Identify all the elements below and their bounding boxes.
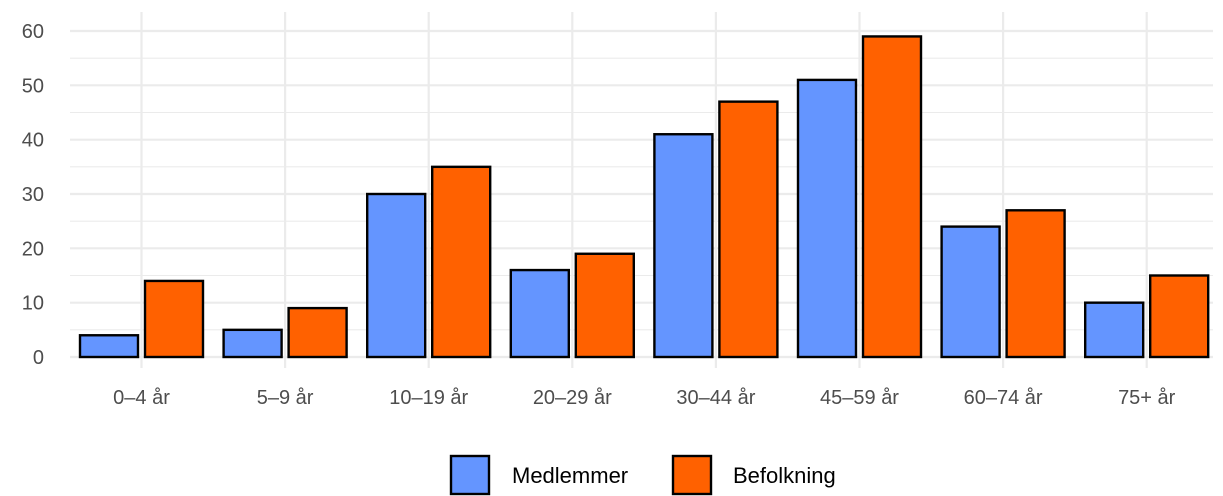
x-axis: 0–4 år 5–9 år 10–19 år 20–29 år 30–44 år 45–5… — [113, 387, 1176, 409]
x-tick-label: 45–59 år — [820, 387, 899, 409]
legend-key — [671, 454, 713, 496]
y-tick-label: 10 — [22, 293, 44, 315]
x-tick-label: 20–29 år — [533, 387, 612, 409]
y-tick-label: 0 — [33, 347, 44, 369]
legend-key — [449, 454, 491, 496]
bar-befolkning — [287, 306, 348, 359]
bar-befolkning — [1148, 274, 1210, 359]
bars — [78, 35, 1210, 359]
y-tick-label: 30 — [22, 184, 44, 206]
bar-medlemmer — [366, 192, 427, 359]
bar-medlemmer — [1083, 301, 1145, 359]
bar-befolkning — [861, 35, 923, 359]
bar-befolkning — [718, 100, 779, 359]
bar-befolkning — [143, 279, 205, 359]
x-tick-label: 0–4 år — [113, 387, 170, 409]
y-axis: 0 10 20 30 40 50 60 — [22, 21, 44, 369]
bar-medlemmer — [940, 225, 1001, 359]
x-tick-label: 5–9 år — [257, 387, 314, 409]
x-tick-label: 10–19 år — [389, 387, 468, 409]
bar-befolkning — [431, 165, 492, 359]
x-tick-label: 60–74 år — [964, 387, 1043, 409]
bar-medlemmer — [653, 133, 714, 359]
bar-befolkning — [1005, 209, 1066, 359]
y-tick-label: 40 — [22, 130, 44, 152]
x-tick-label: 75+ år — [1118, 387, 1176, 409]
y-tick-label: 20 — [22, 238, 44, 260]
bar-medlemmer — [222, 328, 283, 359]
legend-label: Medlemmer — [512, 463, 628, 488]
legend-label: Befolkning — [733, 463, 836, 488]
y-tick-label: 50 — [22, 75, 44, 97]
x-tick-label: 30–44 år — [676, 387, 755, 409]
bar-befolkning — [574, 252, 635, 359]
grid — [70, 12, 1213, 368]
bar-medlemmer — [796, 78, 858, 359]
bar-medlemmer — [78, 334, 140, 359]
bar-medlemmer — [509, 268, 570, 359]
y-tick-label: 60 — [22, 21, 44, 43]
legend: Medlemmer Befolkning — [449, 454, 836, 496]
